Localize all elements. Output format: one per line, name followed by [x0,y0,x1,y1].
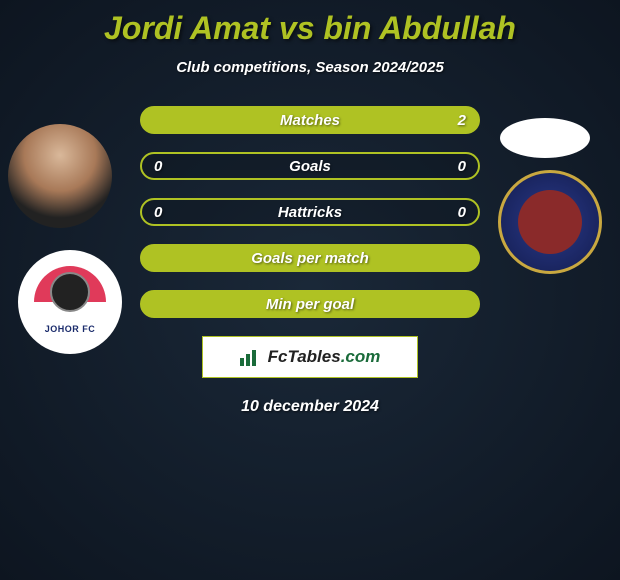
player-right-avatar [500,118,590,158]
stat-right-value: 2 [458,112,466,129]
stat-row-mpg: Min per goal [140,290,480,318]
stat-right-value: 0 [458,204,466,221]
site-logo-text: FcTables.com [268,347,381,367]
site-logo: FcTables.com [202,336,418,378]
club-left-logo: JOHOR FC [18,250,122,354]
stat-label: Goals [289,158,331,175]
club-left-text: JOHOR FC [45,324,96,334]
stat-right-value: 0 [458,158,466,175]
stat-left-value: 0 [154,204,162,221]
stat-label: Goals per match [251,250,369,267]
club-right-logo [498,170,602,274]
comparison-date: 10 december 2024 [0,398,620,416]
player-left-avatar [8,124,112,228]
stat-left-value: 0 [154,158,162,175]
stat-label: Min per goal [266,296,354,313]
stat-row-matches: Matches 2 [140,106,480,134]
comparison-title: Jordi Amat vs bin Abdullah [0,0,620,47]
stat-row-hattricks: 0 Hattricks 0 [140,198,480,226]
stats-container: Matches 2 0 Goals 0 0 Hattricks 0 Goals … [140,106,480,318]
comparison-subtitle: Club competitions, Season 2024/2025 [0,59,620,76]
chart-icon [240,348,262,366]
stat-row-gpm: Goals per match [140,244,480,272]
stat-row-goals: 0 Goals 0 [140,152,480,180]
stat-label: Hattricks [278,204,342,221]
stat-label: Matches [280,112,340,129]
